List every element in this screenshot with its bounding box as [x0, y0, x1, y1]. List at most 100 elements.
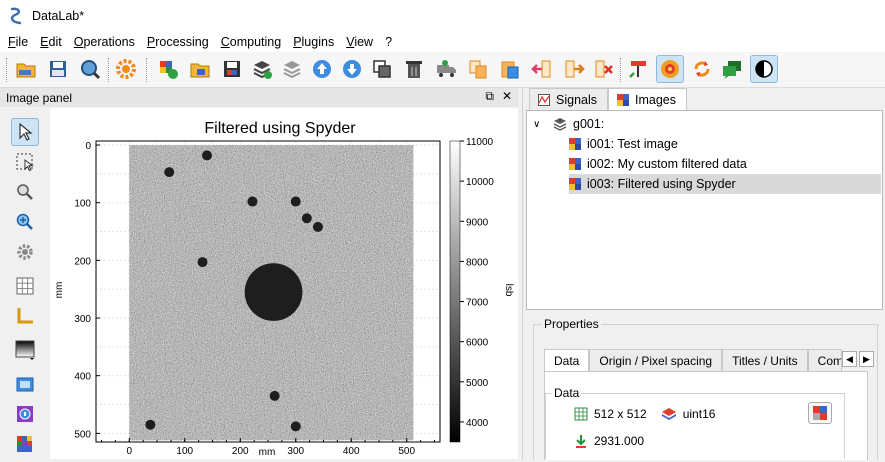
- copy-metadata-button[interactable]: [464, 55, 492, 83]
- layers-gray-button[interactable]: [278, 55, 306, 83]
- axes-tool-button[interactable]: [11, 302, 39, 330]
- import-metadata-button[interactable]: [528, 55, 556, 83]
- select-tool-button[interactable]: [11, 118, 39, 146]
- ptab-titles[interactable]: Titles / Units: [722, 349, 808, 371]
- image-stats-button[interactable]: [11, 370, 39, 398]
- info-tool-button[interactable]: [11, 400, 39, 428]
- export-metadata-button[interactable]: [560, 55, 588, 83]
- data-table-icon: [813, 406, 827, 420]
- tab-images[interactable]: Images: [608, 88, 687, 110]
- image-spot: [269, 390, 280, 401]
- tree-item-i003[interactable]: i003: Filtered using Spyder: [569, 174, 881, 194]
- new-image-icon: [160, 61, 178, 79]
- comment-icon: [723, 61, 741, 79]
- menu-computing[interactable]: Computing: [220, 35, 282, 49]
- zoom-fit-tool-button[interactable]: [11, 208, 39, 236]
- tab-signals-label: Signals: [556, 92, 597, 107]
- delete-metadata-button[interactable]: [590, 55, 618, 83]
- contrast-button[interactable]: [750, 55, 778, 83]
- close-panel-button[interactable]: ✕: [501, 89, 512, 103]
- colorbar-axis: 11000 10000 9000 8000 7000 6000 5000 4000: [460, 137, 494, 429]
- image-item[interactable]: [129, 145, 414, 441]
- plot-settings-button[interactable]: [11, 238, 39, 266]
- image-plot-canvas[interactable]: Filtered using Spyder 0 100 200 300 400 500 0…: [50, 108, 518, 459]
- image-panel-title: Image panel: [6, 90, 73, 105]
- tab-signals[interactable]: Signals: [529, 88, 608, 110]
- window-title: DataLab*: [32, 9, 85, 23]
- y-tick-label: 300: [74, 314, 91, 325]
- grid-tool-button[interactable]: [11, 272, 39, 300]
- annotations-button[interactable]: [624, 55, 652, 83]
- y-tick-label: 0: [85, 141, 91, 152]
- x-tick-label: 200: [232, 446, 249, 457]
- image-item-icon: [569, 158, 581, 170]
- truck-button[interactable]: [432, 55, 460, 83]
- image-panel-header: Image panel ⧉ ✕: [0, 88, 518, 107]
- new-image-button[interactable]: [154, 55, 182, 83]
- spyder-button[interactable]: [656, 55, 684, 83]
- import-metadata-icon: [531, 60, 551, 78]
- object-tree[interactable]: ∨ g001: i001: Test image i002: My custom…: [526, 110, 883, 310]
- scroll-right-icon[interactable]: ▶: [859, 351, 874, 367]
- image-plot[interactable]: Filtered using Spyder 0 100 200 300 400 500 0…: [50, 108, 518, 459]
- ptab-data[interactable]: Data: [544, 349, 590, 371]
- grid-icon: [16, 277, 34, 295]
- download-arrow-icon: [576, 435, 586, 448]
- y-tick-label: 100: [74, 199, 91, 210]
- tree-item-i002[interactable]: i002: My custom filtered data: [569, 154, 869, 174]
- images-icon: [617, 93, 629, 106]
- menu-operations[interactable]: Operations: [73, 35, 135, 49]
- undock-button[interactable]: ⧉: [485, 89, 494, 103]
- save-image-icon: [224, 61, 240, 77]
- x-axis: 0 100 200 300 400 500: [101, 438, 435, 457]
- paste-metadata-button[interactable]: [496, 55, 524, 83]
- browse-h5-icon: [81, 60, 101, 80]
- rect-select-tool-button[interactable]: [11, 148, 39, 176]
- grid-size-icon: [574, 407, 588, 421]
- y-tick-label: 200: [74, 256, 91, 267]
- save-h5-button[interactable]: [44, 55, 72, 83]
- x-tick-label: 0: [127, 446, 133, 457]
- contrast-panel-icon: [17, 436, 32, 452]
- colorbar-tick-label: 11000: [466, 137, 494, 148]
- tree-group-row[interactable]: ∨ g001:: [533, 114, 604, 134]
- chevron-down-icon[interactable]: ∨: [533, 118, 541, 130]
- menu-file[interactable]: File: [8, 35, 29, 49]
- menu-processing[interactable]: Processing: [146, 35, 209, 49]
- menu-plugins[interactable]: Plugins: [293, 35, 335, 49]
- menu-help[interactable]: ?: [385, 35, 393, 49]
- ptab-computing[interactable]: Comp: [807, 349, 842, 371]
- refresh-button[interactable]: [688, 55, 716, 83]
- paste-metadata-icon: [501, 61, 519, 79]
- image-spot: [201, 150, 212, 161]
- ptab-origin[interactable]: Origin / Pixel spacing: [589, 349, 723, 371]
- browse-h5-button[interactable]: [76, 55, 104, 83]
- move-up-button[interactable]: [308, 55, 336, 83]
- settings-button[interactable]: [112, 55, 140, 83]
- open-image-icon: [190, 63, 210, 78]
- comment-button[interactable]: [718, 55, 746, 83]
- move-down-button[interactable]: [338, 55, 366, 83]
- save-h5-icon: [50, 61, 66, 77]
- contrast-panel-button[interactable]: [11, 430, 39, 458]
- zoom-tool-button[interactable]: [11, 178, 39, 206]
- view-data-button[interactable]: [808, 402, 832, 424]
- menu-edit[interactable]: Edit: [40, 35, 62, 49]
- layers-button[interactable]: [248, 55, 276, 83]
- right-panel: Signals Images ∨ g001: i001: Test image …: [522, 88, 885, 460]
- save-image-button[interactable]: [218, 55, 246, 83]
- menu-view[interactable]: View: [346, 35, 374, 49]
- delete-icon: [406, 61, 422, 78]
- scroll-left-icon[interactable]: ◀: [842, 351, 857, 367]
- image-spot: [145, 419, 156, 430]
- colormap-tool-button[interactable]: [11, 336, 39, 364]
- move-up-icon: [313, 60, 331, 78]
- annotations-icon: [629, 61, 646, 78]
- delete-button[interactable]: [400, 55, 428, 83]
- tree-item-label: i001: Test image: [587, 137, 678, 151]
- delete-metadata-icon: [595, 60, 613, 78]
- duplicate-button[interactable]: [368, 55, 396, 83]
- open-h5-button[interactable]: [12, 55, 40, 83]
- open-image-button[interactable]: [186, 55, 214, 83]
- tree-item-i001[interactable]: i001: Test image: [569, 134, 869, 154]
